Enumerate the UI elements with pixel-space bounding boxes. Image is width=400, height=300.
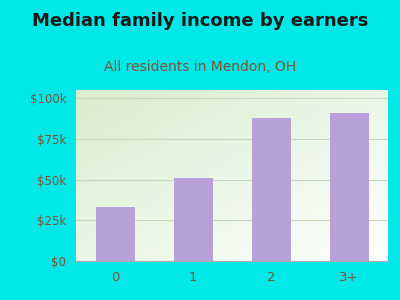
Bar bbox=[96, 207, 134, 261]
Text: Median family income by earners: Median family income by earners bbox=[32, 12, 368, 30]
Bar bbox=[252, 118, 290, 261]
Bar bbox=[174, 178, 212, 261]
Bar bbox=[330, 113, 368, 261]
Text: All residents in Mendon, OH: All residents in Mendon, OH bbox=[104, 60, 296, 74]
